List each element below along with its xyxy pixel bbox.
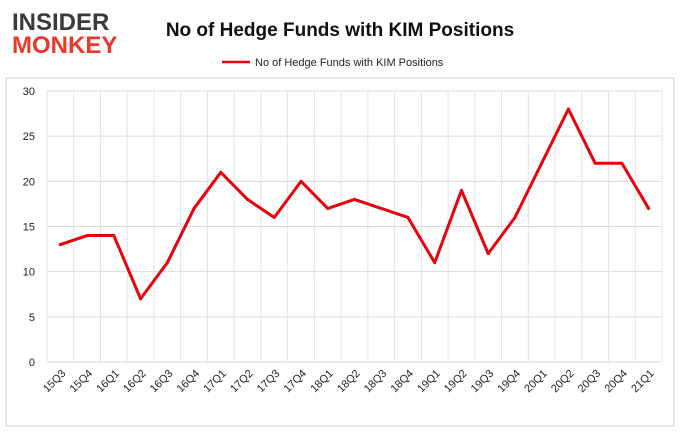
data-point [433,261,437,265]
data-point [379,206,383,210]
data-point [165,261,169,265]
y-axis-ticks: 0 5 10 15 20 25 30 [23,86,35,369]
data-point [459,188,463,192]
y-tick-label: 10 [23,267,35,279]
data-point [272,215,276,219]
data-point [112,234,116,238]
data-point [219,170,223,174]
y-tick-label: 0 [29,357,35,369]
data-point [540,161,544,165]
data-point [192,206,196,210]
logo-line-2: MONKEY [12,32,117,59]
grid [46,90,663,363]
data-point [299,179,303,183]
legend-label: No of Hedge Funds with KIM Positions [255,57,444,69]
data-point [620,161,624,165]
legend: No of Hedge Funds with KIM Positions [222,57,444,69]
y-tick-label: 15 [23,222,35,234]
data-point [58,243,62,247]
data-point [246,197,250,201]
logo: INSIDER MONKEY [12,9,117,59]
data-point [139,297,143,301]
data-point [85,234,89,238]
data-point [513,215,517,219]
data-point [326,206,330,210]
data-point [566,107,570,111]
y-tick-label: 20 [23,176,35,188]
data-point [353,197,356,201]
data-point [486,252,490,256]
y-tick-label: 30 [23,86,35,98]
y-tick-label: 5 [29,312,35,324]
logo-line-1: INSIDER [12,9,109,36]
data-point [647,206,651,210]
data-point [406,215,410,219]
chart-title: No of Hedge Funds with KIM Positions [166,20,514,41]
y-tick-label: 25 [23,131,35,143]
series-layer [58,107,651,301]
data-point [593,161,597,165]
